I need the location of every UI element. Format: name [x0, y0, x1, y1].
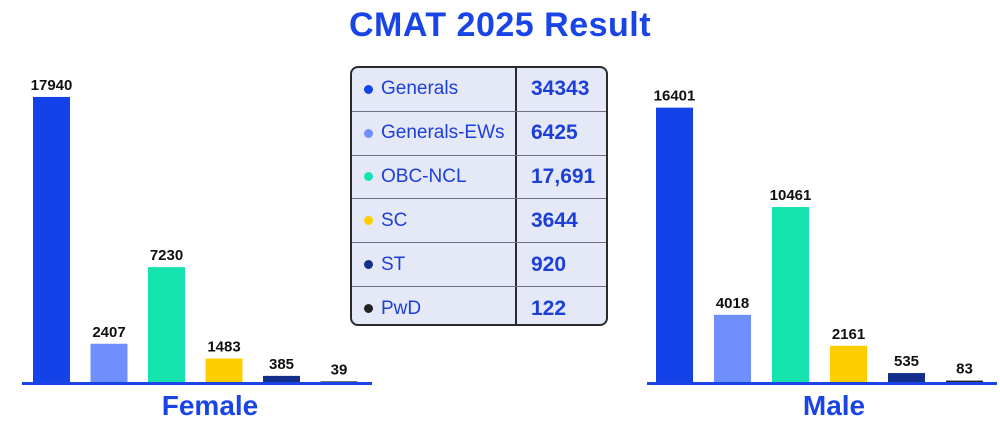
data-label-obc-ncl: 10461: [770, 187, 812, 204]
bar-pwd: [320, 381, 358, 382]
legend-name-cell: OBC-NCL: [352, 155, 517, 199]
bar-sc: [205, 358, 243, 382]
legend-dot-icon: [364, 260, 373, 270]
bar-generals-ews: [90, 343, 128, 382]
bar-sc: [830, 345, 867, 382]
legend-name-cell: ST: [352, 243, 517, 286]
legend-dot-icon: [364, 84, 373, 94]
chart-caption: Female: [162, 390, 259, 421]
data-label-sc: 1483: [207, 338, 240, 355]
legend-dot-icon: [364, 172, 373, 182]
bar-pwd: [946, 380, 983, 382]
data-label-generals: 16401: [654, 88, 696, 105]
female-bar-chart: 17940 2407 7230 1483 385 39 Female: [22, 77, 372, 421]
legend-row-st: ST 920: [352, 243, 606, 287]
legend-label: PwD: [381, 297, 422, 319]
legend-value: 17,691: [531, 164, 596, 188]
legend-row-generals: Generals 34343: [352, 68, 606, 112]
legend-value: 34343: [531, 77, 590, 101]
legend-row-pwd: PwD 122: [352, 286, 606, 324]
bar-st: [263, 375, 300, 382]
chart-caption: Male: [803, 390, 865, 421]
legend-row-generals-ews: Generals-EWs 6425: [352, 111, 606, 156]
male-bar-chart: 16401 4018 10461 2161 535 83 Male: [647, 88, 997, 421]
bar-generals: [33, 96, 70, 382]
legend-dot-icon: [364, 128, 373, 138]
data-label-generals: 17940: [31, 77, 73, 94]
legend-value: 3644: [531, 208, 578, 232]
data-label-st: 385: [269, 356, 294, 373]
legend-name-cell: Generals: [352, 68, 517, 111]
page-title: CMAT 2025 Result: [348, 6, 652, 44]
bar-obc-ncl: [772, 207, 809, 382]
data-label-pwd: 83: [956, 361, 973, 378]
legend-table: Generals 34343 Generals-EWs 6425 OBC-NCL 17,6…: [350, 66, 608, 326]
data-label-generals-ews: 4018: [716, 295, 749, 312]
bar-generals: [656, 107, 693, 382]
legend-label: Generals-EWs: [381, 122, 505, 144]
legend-name-cell: PwD: [352, 286, 517, 324]
bar-generals-ews: [714, 314, 751, 382]
legend-row-obc-ncl: OBC-NCL 17,691: [352, 155, 606, 200]
legend-dot-icon: [364, 304, 373, 314]
data-label-obc-ncl: 7230: [150, 247, 183, 264]
data-label-generals-ews: 2407: [92, 324, 125, 341]
legend-name-cell: SC: [352, 199, 517, 243]
data-label-st: 535: [894, 353, 919, 370]
data-label-pwd: 39: [331, 361, 348, 378]
legend-label: SC: [381, 209, 408, 231]
bar-st: [888, 373, 925, 382]
legend-label: Generals: [381, 78, 459, 100]
legend-label: ST: [381, 253, 406, 275]
bar-obc-ncl: [148, 267, 185, 382]
legend-name-cell: Generals-EWs: [352, 111, 517, 155]
legend-value: 920: [531, 252, 567, 276]
data-label-sc: 2161: [832, 326, 865, 343]
legend-value: 122: [531, 296, 567, 320]
legend-dot-icon: [364, 216, 373, 226]
legend-value: 6425: [531, 121, 578, 145]
legend-label: OBC-NCL: [381, 165, 467, 187]
legend-row-sc: SC 3644: [352, 199, 606, 244]
